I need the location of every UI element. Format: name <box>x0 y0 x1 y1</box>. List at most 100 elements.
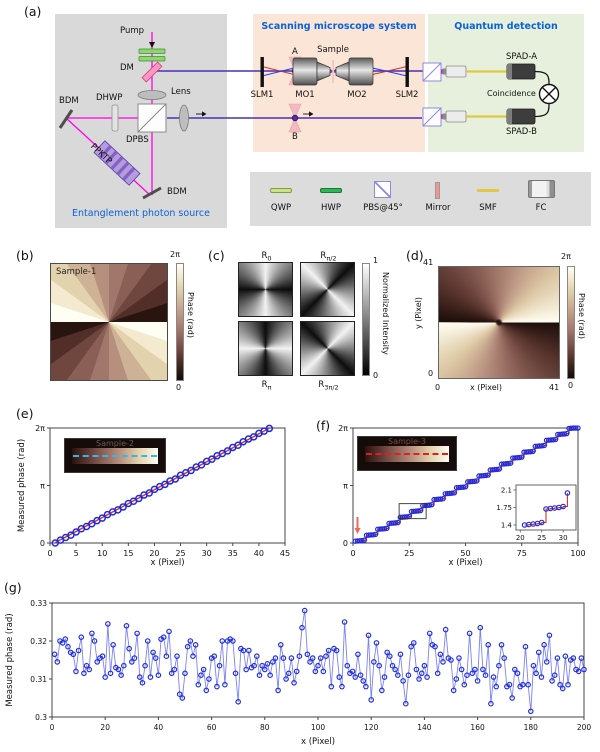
mirror-icon <box>435 182 440 199</box>
svg-text:0: 0 <box>47 549 52 558</box>
pbs45-cube-a <box>422 62 442 82</box>
svg-text:40: 40 <box>154 723 164 732</box>
svg-text:60: 60 <box>207 723 217 732</box>
svg-text:x (Pixel): x (Pixel) <box>301 737 335 747</box>
sample-slide <box>332 60 334 83</box>
svg-text:0.33: 0.33 <box>30 599 47 608</box>
lens-label: Lens <box>171 87 191 97</box>
pbs45-icon <box>374 181 391 198</box>
d-xmax: 41 <box>549 383 560 392</box>
photon-beams <box>155 64 424 119</box>
svg-text:45: 45 <box>280 549 290 558</box>
svg-text:π: π <box>40 482 45 491</box>
slm2-bar <box>405 57 409 87</box>
d-xlabel: x (Pixel) <box>470 383 503 392</box>
svg-text:0: 0 <box>40 539 45 548</box>
chart-g: 0 20 40 60 80 100 120 140 160 180 200 0.3 0.31 0.32 0.… <box>5 599 591 747</box>
svg-text:25: 25 <box>175 549 185 558</box>
plot-g: 0 20 40 60 80 100 120 140 160 180 200 0.3 0.31 0.32 0.… <box>5 599 591 747</box>
bdm-mirror-left <box>58 109 74 129</box>
svg-text:0.3: 0.3 <box>35 713 47 722</box>
svg-text:50: 50 <box>460 549 470 558</box>
legend-smf-label: SMF <box>479 203 497 213</box>
dm-label: DM <box>120 63 134 73</box>
svg-text:0: 0 <box>343 539 348 548</box>
chart-e: 0 5 10 15 20 25 30 35 40 45 0 π 2π x (Pixel) Measured … <box>17 424 290 568</box>
panel-e-label: (e) <box>16 406 34 421</box>
source-title: Entanglement photon source <box>72 208 210 219</box>
panel-d-label: (d) <box>406 248 424 263</box>
lens-horizontal <box>137 90 167 100</box>
waveplate-2 <box>138 56 166 62</box>
svg-text:40: 40 <box>254 549 264 558</box>
svg-text:160: 160 <box>470 723 485 732</box>
dhwp-label: DHWP <box>96 93 123 103</box>
svg-text:Measured phase (rad): Measured phase (rad) <box>5 613 15 706</box>
lens-vertical <box>179 104 189 132</box>
d-ymin: 0 <box>428 369 434 378</box>
slm1-label: SLM1 <box>250 90 274 100</box>
hwp-icon <box>320 188 342 193</box>
svg-text:1.4: 1.4 <box>501 522 513 530</box>
svg-text:30: 30 <box>559 534 568 542</box>
svg-text:0: 0 <box>50 723 55 732</box>
measured-phase-image <box>438 266 560 379</box>
svg-text:80: 80 <box>260 723 270 732</box>
ppktp-crystal <box>93 140 141 186</box>
svg-text:25: 25 <box>404 549 414 558</box>
cbar-c-min: 0 <box>373 371 379 380</box>
r0-label: R0 <box>261 251 272 263</box>
chart-f: 0 25 50 75 100 0 π 2π x (Pixel) 20 25 30 1.4 1.75 2.1 <box>338 424 586 568</box>
rpi-label: Rπ <box>261 380 272 392</box>
smf-icon <box>477 189 499 192</box>
svg-text:x (Pixel): x (Pixel) <box>150 558 184 568</box>
svg-text:1.75: 1.75 <box>496 504 512 512</box>
r3pi2-label: R3π/2 <box>318 380 339 392</box>
dhwp-plate <box>111 104 119 132</box>
intensity-colorbar <box>362 263 370 376</box>
qwp-icon <box>270 188 292 193</box>
slm2-label: SLM2 <box>395 90 419 100</box>
bdm-bottom-label: BDM <box>167 187 187 197</box>
svg-text:140: 140 <box>417 723 432 732</box>
waveplate-1 <box>138 48 166 54</box>
cbar-b-title: Phase (rad) <box>186 292 195 338</box>
panel-c-label: (c) <box>208 248 225 263</box>
intensity-image-rpi <box>238 321 293 376</box>
panel-f-label: (f) <box>316 418 331 433</box>
objective-mo1 <box>292 57 331 86</box>
svg-text:5: 5 <box>74 549 79 558</box>
sample2-scan-line <box>73 455 157 457</box>
fiber-coupler-a <box>442 65 467 78</box>
svg-text:120: 120 <box>364 723 379 732</box>
sample3-label: Sample-3 <box>388 437 426 446</box>
spad-b-box <box>506 108 536 125</box>
svg-text:2.1: 2.1 <box>501 487 512 495</box>
intensity-image-r3pi2 <box>300 321 355 376</box>
cbar-d-max: 2π <box>561 252 571 261</box>
sample2-inset: Sample-2 <box>64 438 166 473</box>
cable-b <box>534 103 550 118</box>
legend-qwp-label: QWP <box>270 203 292 213</box>
pump-label: Pump <box>120 26 145 36</box>
optical-setup-diagram <box>58 32 560 200</box>
cbar-b-max: 2π <box>170 250 180 259</box>
svg-text:100: 100 <box>570 549 585 558</box>
scanning-title: Scanning microscope system <box>261 21 417 32</box>
svg-text:25: 25 <box>537 534 546 542</box>
cbar-d-min: 0 <box>568 381 574 390</box>
mo2-label: MO2 <box>347 90 367 100</box>
legend-mirror-label: Mirror <box>425 203 451 213</box>
fiber-coupler-b <box>442 110 467 123</box>
spad-b-label: SPAD-B <box>506 127 537 137</box>
d-ylabel: y (Pixel) <box>414 297 423 330</box>
svg-text:20: 20 <box>149 549 159 558</box>
svg-text:180: 180 <box>524 723 539 732</box>
svg-text:30: 30 <box>202 549 212 558</box>
svg-text:20: 20 <box>100 723 110 732</box>
detection-title: Quantum detection <box>454 21 558 32</box>
cbar-b-min: 0 <box>176 383 182 392</box>
data-points <box>352 425 581 544</box>
zoom-inset: 20 25 30 1.4 1.75 2.1 <box>496 484 577 542</box>
